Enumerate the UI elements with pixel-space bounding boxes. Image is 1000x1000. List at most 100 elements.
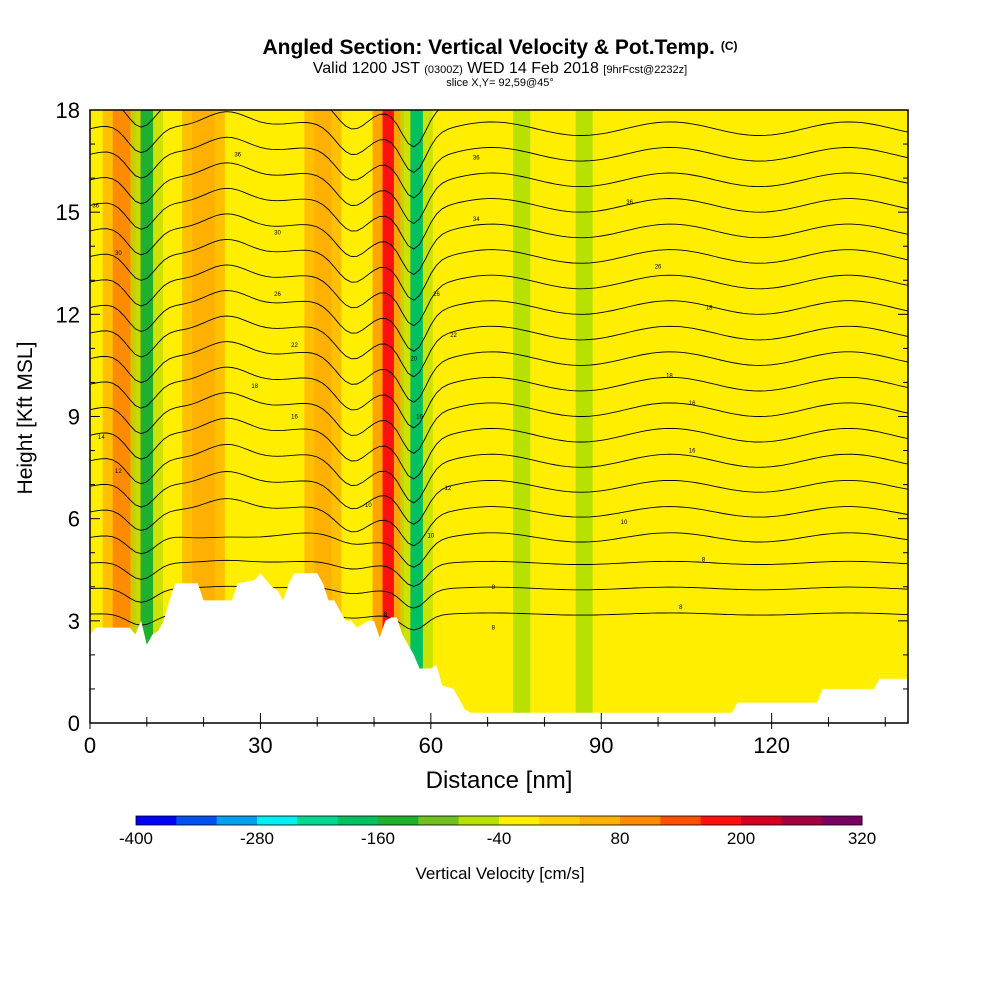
isentrope-line: [90, 290, 908, 352]
colorbar-tick-label: 200: [727, 829, 755, 848]
contour-label: 26: [655, 265, 662, 271]
colorbar-swatch: [418, 816, 460, 825]
colorbar-tick-label: 320: [848, 829, 876, 848]
contour-label: 36: [473, 156, 480, 162]
contour-label: 20: [410, 357, 417, 363]
isentrope-line: [90, 559, 908, 587]
velocity-band: [382, 110, 394, 723]
colorbar-tick-label: -40: [487, 829, 512, 848]
contour-label: 8: [679, 605, 683, 611]
contour-label: 8: [492, 585, 496, 591]
velocity-band: [410, 110, 423, 723]
contour-label: 8: [492, 626, 496, 632]
colorbar-swatch: [337, 816, 379, 825]
isentrope-line: [90, 213, 908, 276]
contour-label: 8: [384, 612, 388, 618]
colorbar-swatch: [741, 816, 782, 825]
y-tick-label: 3: [68, 609, 80, 634]
colorbar-swatch: [821, 816, 863, 825]
y-axis-label: Height [Kft MSL]: [14, 341, 37, 495]
isentrope-line: [90, 498, 908, 547]
contour-label: 16: [689, 401, 696, 407]
colorbar-swatch: [176, 816, 218, 825]
contour-label: 30: [115, 251, 122, 257]
colorbar-swatch: [257, 816, 298, 825]
isentrope-line: [90, 187, 908, 250]
colorbar-swatch: [579, 816, 621, 825]
contour-label: 34: [473, 217, 480, 223]
velocity-band: [140, 110, 154, 723]
colorbar-tick-label: -400: [119, 829, 153, 848]
contour-label: 18: [251, 384, 258, 390]
contour-label: 12: [115, 469, 122, 475]
isentrope-line: [90, 443, 908, 504]
colorbar-swatch: [216, 816, 258, 825]
isentrope-line: [90, 136, 908, 199]
contour-label: 10: [427, 534, 434, 540]
contour-label: 12: [445, 486, 452, 492]
colorbar-swatch: [378, 816, 419, 825]
colorbar-swatch: [297, 816, 339, 825]
colorbar-swatch: [620, 816, 661, 825]
contour-label: 14: [98, 435, 105, 441]
isentrope-line: [90, 392, 908, 454]
contour-label: 22: [450, 333, 457, 339]
contour-label: 26: [274, 292, 281, 298]
y-tick-label: 12: [56, 302, 80, 327]
velocity-band: [192, 110, 215, 723]
y-tick-label: 9: [68, 405, 80, 430]
plot-area: 36 30 36 30 26 22 18 16 36 34 26 22 20 16 12 10 10 8 8 8 36 2…: [90, 110, 908, 723]
terrain: [90, 573, 908, 723]
colorbar: -400 -280 -160 -40 80 200 320: [119, 815, 876, 848]
contour-label: 30: [274, 231, 281, 237]
colorbar-swatch: [458, 816, 500, 825]
y-tick-label: 6: [68, 507, 80, 532]
isentrope-line: [90, 417, 908, 480]
contour-label: 22: [291, 343, 298, 349]
contour-label: 8: [702, 558, 706, 564]
contour-label: 10: [621, 520, 628, 526]
contour-label: 18: [706, 306, 713, 312]
colorbar-swatch: [539, 816, 581, 825]
contour-label: 16: [416, 415, 423, 421]
y-tick-label: 18: [56, 98, 80, 123]
isentrope-line: [90, 532, 908, 568]
isentrope-line: [90, 111, 908, 174]
y-tick-label: 0: [68, 711, 80, 736]
x-tick-label: 0: [84, 733, 96, 758]
colorbar-tick-label: 80: [611, 829, 630, 848]
isentrope-line: [90, 162, 908, 225]
velocity-band: [112, 110, 136, 723]
isentrope-line: [90, 315, 908, 378]
colorbar-swatch: [660, 816, 702, 825]
x-tick-label: 120: [753, 733, 790, 758]
contour-label: 36: [626, 200, 633, 206]
contour-label: 16: [291, 415, 298, 421]
velocity-band: [314, 110, 332, 723]
colorbar-swatch: [700, 816, 742, 825]
colorbar-swatch: [499, 816, 540, 825]
slice-info: slice X,Y= 92,59@45°: [446, 77, 554, 89]
contour-label: 36: [92, 203, 99, 209]
isentrope-line: [90, 264, 908, 327]
velocity-band: [513, 110, 531, 723]
colorbar-swatch: [136, 816, 177, 825]
colorbar-tick-label: -160: [361, 829, 395, 848]
chart-title: Angled Section: Vertical Velocity & Pot.…: [262, 36, 738, 59]
isentrope-line: [90, 585, 908, 609]
isentrope-line: [90, 366, 908, 429]
isentrope-line: [90, 471, 908, 525]
x-axis-label: Distance [nm]: [425, 767, 573, 794]
isentrope-line: [90, 341, 908, 403]
chart-subtitle: Valid 1200 JST (0300Z) WED 14 Feb 2018 […: [312, 60, 688, 77]
contour-label: 10: [365, 503, 372, 509]
x-tick-label: 90: [589, 733, 613, 758]
isentrope-line: [90, 238, 908, 301]
x-tick-label: 30: [248, 733, 272, 758]
contour-label: 26: [433, 292, 440, 298]
colorbar-tick-label: -280: [240, 829, 274, 848]
contour-label: 16: [689, 449, 696, 455]
x-tick-label: 60: [419, 733, 443, 758]
